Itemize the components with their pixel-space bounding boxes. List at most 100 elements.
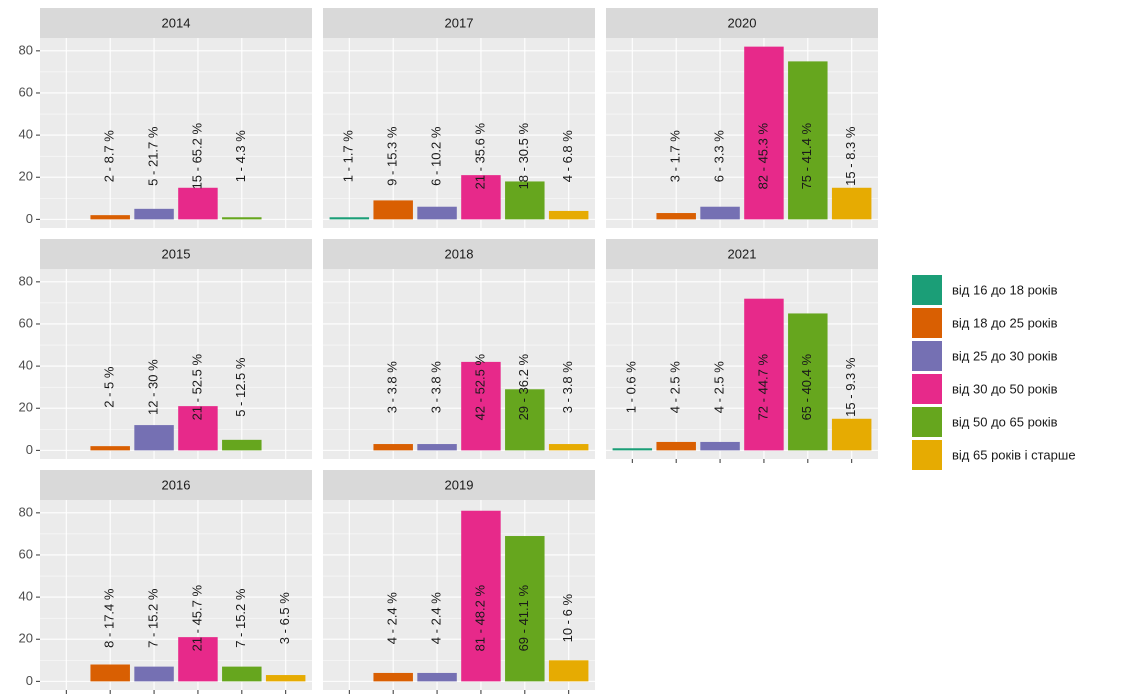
- value-label: 15 - 9.3 %: [843, 357, 858, 417]
- bar: [134, 208, 174, 220]
- value-label: 3 - 6.5 %: [277, 592, 292, 644]
- bar: [505, 389, 545, 451]
- value-label: 82 - 45.3 %: [755, 122, 770, 189]
- value-label: 18 - 30.5 %: [516, 122, 531, 189]
- bar: [373, 444, 413, 451]
- bar: [461, 510, 501, 682]
- value-label: 72 - 44.7 %: [755, 353, 770, 420]
- strip: [323, 8, 595, 38]
- legend-swatch: [912, 341, 942, 371]
- panel: [40, 38, 312, 228]
- y-tick-label: 20: [19, 631, 33, 646]
- bar: [612, 448, 653, 451]
- value-label: 4 - 2.4 %: [429, 592, 444, 644]
- value-label: 4 - 2.5 %: [668, 361, 683, 413]
- strip: [323, 239, 595, 269]
- legend-swatch: [912, 440, 942, 470]
- facet-title: 2021: [728, 246, 757, 261]
- value-label: 21 - 52.5 %: [189, 353, 204, 420]
- legend-swatch: [912, 407, 942, 437]
- strip: [323, 470, 595, 500]
- panel: [323, 500, 595, 690]
- value-label: 29 - 36.2 %: [516, 353, 531, 420]
- facet-title: 2018: [445, 246, 474, 261]
- value-label: 15 - 65.2 %: [189, 122, 204, 189]
- legend-label: від 65 років і старше: [952, 447, 1076, 462]
- legend-label: від 50 до 65 років: [952, 414, 1058, 429]
- bar: [178, 637, 218, 682]
- bar: [461, 361, 501, 451]
- value-label: 5 - 12.5 %: [233, 357, 248, 417]
- y-tick-label: 40: [19, 358, 33, 373]
- bar: [417, 206, 457, 220]
- facet-title: 2019: [445, 477, 474, 492]
- bar: [656, 213, 696, 220]
- strip: [606, 239, 878, 269]
- y-tick-label: 60: [19, 84, 33, 99]
- y-tick-label: 60: [19, 315, 33, 330]
- bar: [417, 444, 457, 451]
- bar: [222, 439, 262, 451]
- bar: [788, 313, 828, 451]
- value-label: 12 - 30 %: [146, 359, 161, 415]
- panel: [323, 38, 595, 228]
- bar: [178, 187, 218, 220]
- value-label: 75 - 41.4 %: [799, 122, 814, 189]
- panel: [323, 269, 595, 459]
- facet-title: 2017: [445, 15, 474, 30]
- bar: [90, 215, 130, 220]
- legend-swatch: [912, 275, 942, 305]
- legend-swatch: [912, 374, 942, 404]
- y-tick-label: 40: [19, 589, 33, 604]
- value-label: 3 - 3.8 %: [429, 361, 444, 413]
- value-label: 8 - 17.4 %: [102, 588, 117, 648]
- value-label: 4 - 2.5 %: [712, 361, 727, 413]
- value-label: 9 - 15.3 %: [385, 126, 400, 186]
- bar: [700, 206, 740, 220]
- strip: [606, 8, 878, 38]
- value-label: 15 - 8.3 %: [843, 126, 858, 186]
- y-tick-label: 40: [19, 127, 33, 142]
- value-label: 65 - 40.4 %: [799, 353, 814, 420]
- bar: [831, 418, 872, 451]
- bar: [744, 46, 784, 220]
- bar: [329, 217, 370, 220]
- legend-swatch: [912, 308, 942, 338]
- bar: [831, 187, 872, 220]
- y-tick-label: 0: [26, 211, 33, 226]
- value-label: 21 - 45.7 %: [189, 584, 204, 651]
- value-label: 6 - 3.3 %: [712, 130, 727, 182]
- y-tick-label: 0: [26, 442, 33, 457]
- value-label: 7 - 15.2 %: [146, 588, 161, 648]
- value-label: 4 - 2.4 %: [385, 592, 400, 644]
- y-tick-label: 80: [19, 504, 33, 519]
- bar: [134, 425, 174, 451]
- bar: [548, 660, 589, 682]
- value-label: 3 - 1.7 %: [668, 130, 683, 182]
- y-tick-label: 60: [19, 546, 33, 561]
- value-label: 42 - 52.5 %: [472, 353, 487, 420]
- bar: [505, 536, 545, 682]
- bar: [90, 446, 130, 451]
- value-label: 5 - 21.7 %: [146, 126, 161, 186]
- bar: [90, 664, 130, 682]
- strip: [40, 239, 312, 269]
- value-label: 1 - 1.7 %: [341, 130, 356, 182]
- value-label: 81 - 48.2 %: [472, 584, 487, 651]
- value-label: 6 - 10.2 %: [429, 126, 444, 186]
- value-label: 4 - 6.8 %: [560, 130, 575, 182]
- bar: [548, 210, 589, 220]
- y-tick-label: 80: [19, 42, 33, 57]
- bar: [265, 675, 306, 682]
- bar: [656, 441, 696, 451]
- bar: [373, 672, 413, 682]
- bar: [417, 672, 457, 682]
- strip: [40, 8, 312, 38]
- value-label: 2 - 5 %: [102, 366, 117, 408]
- bar: [373, 200, 413, 220]
- strip: [40, 470, 312, 500]
- y-tick-label: 20: [19, 400, 33, 415]
- value-label: 2 - 8.7 %: [102, 130, 117, 182]
- value-label: 1 - 4.3 %: [233, 130, 248, 182]
- value-label: 69 - 41.1 %: [516, 584, 531, 651]
